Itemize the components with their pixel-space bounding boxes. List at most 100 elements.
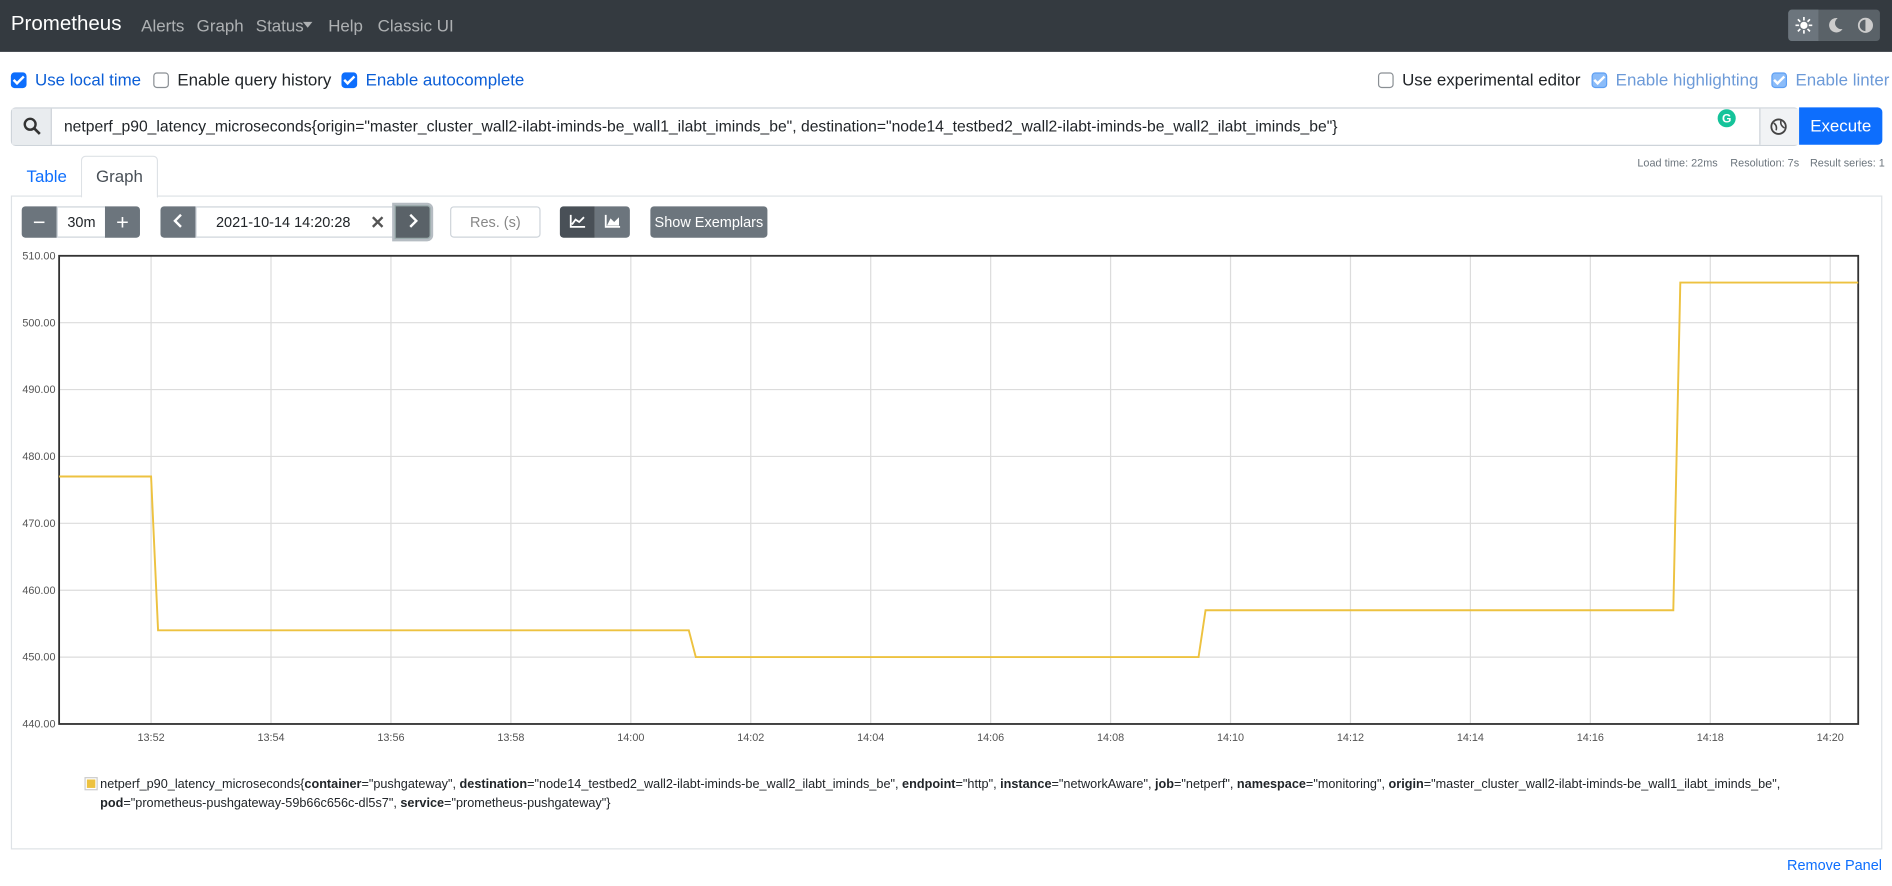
label-text: ="networkAware", xyxy=(1051,777,1156,792)
x-tick-label: 14:02 xyxy=(737,732,764,744)
line-icon xyxy=(569,214,586,228)
option[interactable]: Enable query history xyxy=(153,69,331,91)
search-icon xyxy=(23,117,41,135)
nav-link[interactable]: Help xyxy=(328,15,363,35)
x-tick-label: 14:14 xyxy=(1457,732,1484,744)
stacked-chart-button[interactable] xyxy=(594,206,630,238)
auto-icon[interactable] xyxy=(1857,17,1874,34)
resolution-input[interactable]: Res. (s) xyxy=(450,206,541,238)
x-tick-label: 13:56 xyxy=(377,732,404,744)
end-time-input[interactable]: 2021-10-14 14:20:28 xyxy=(195,206,396,238)
y-tick-label: 500.00 xyxy=(22,317,55,329)
execute-button[interactable]: Execute xyxy=(1799,107,1883,145)
label-key: destination xyxy=(459,777,528,792)
option[interactable]: Enable autocomplete xyxy=(341,69,524,91)
globe-icon xyxy=(1770,118,1787,135)
series-line xyxy=(59,281,1859,659)
label-text: ="node14_testbed2_wall2-ilabt-iminds-be_… xyxy=(527,777,903,792)
checkbox[interactable] xyxy=(1377,72,1394,89)
label-text: ="http", xyxy=(955,777,1001,792)
option-label[interactable]: Use local time xyxy=(34,69,142,90)
next-time[interactable] xyxy=(394,205,431,239)
option[interactable]: Enable linter xyxy=(1771,69,1889,91)
query-input[interactable]: netperf_p90_latency_microseconds{origin=… xyxy=(63,117,1338,136)
y-tick-label: 510.00 xyxy=(22,250,55,262)
label-text: ="monitoring", xyxy=(1305,777,1389,792)
x-tick-label: 14:12 xyxy=(1337,732,1364,744)
increase-range[interactable]: + xyxy=(104,206,140,238)
option[interactable]: Use local time xyxy=(10,69,142,91)
brand[interactable]: Prometheus xyxy=(10,12,122,35)
stat: Result series: 1 xyxy=(1809,156,1885,169)
nav-link[interactable]: Status xyxy=(255,15,304,35)
label-text: ="netperf", xyxy=(1174,777,1237,792)
navbar xyxy=(0,0,1892,52)
y-tick-label: 480.00 xyxy=(22,451,55,463)
stat: Load time: 22ms xyxy=(1637,156,1718,169)
x-tick-label: 14:08 xyxy=(1097,732,1124,744)
range-input[interactable]: 30m xyxy=(56,206,107,238)
end-time: 2021-10-14 14:20:28 xyxy=(215,213,351,231)
clear-icon[interactable] xyxy=(371,216,384,228)
checkbox[interactable] xyxy=(1591,72,1608,89)
label-key: container xyxy=(304,777,362,792)
option[interactable]: Enable highlighting xyxy=(1591,69,1759,91)
tab-active[interactable]: Graph xyxy=(80,155,159,198)
panel xyxy=(10,195,1883,850)
legend-entry[interactable]: netperf_p90_latency_microseconds{contain… xyxy=(100,775,1801,814)
legend-swatch xyxy=(86,779,96,788)
area-icon xyxy=(604,214,621,228)
chart: 440.00 450.00 460.00 470.00 480.00 490.00 500.… xyxy=(22,250,1860,744)
option-label[interactable]: Enable autocomplete xyxy=(365,69,525,90)
stat: Resolution: 7s xyxy=(1730,156,1800,169)
option[interactable]: Use experimental editor xyxy=(1377,69,1581,91)
label-key: service xyxy=(400,796,445,811)
checkbox[interactable] xyxy=(10,72,27,89)
option-label[interactable]: Enable linter xyxy=(1795,69,1890,90)
previous-time[interactable] xyxy=(160,206,196,238)
y-tick-label: 440.00 xyxy=(22,719,55,731)
y-tick-label: 490.00 xyxy=(22,384,55,396)
x-tick-label: 14:06 xyxy=(977,732,1004,744)
option-label[interactable]: Enable query history xyxy=(177,69,332,90)
line-chart-button[interactable] xyxy=(559,206,595,238)
chevron-left xyxy=(172,213,182,228)
label-text: ="prometheus-pushgateway-59b66c656c-dl5s… xyxy=(123,796,401,811)
y-tick-label: 460.00 xyxy=(22,585,55,597)
x-tick-label: 14:00 xyxy=(617,732,644,744)
x-tick-label: 14:20 xyxy=(1817,732,1844,744)
checkbox[interactable] xyxy=(153,72,169,89)
decrease-range[interactable]: − xyxy=(21,206,57,238)
y-tick-label: 470.00 xyxy=(22,518,55,530)
tab[interactable]: Table xyxy=(26,166,67,186)
x-tick-label: 13:58 xyxy=(497,732,524,744)
nav-link[interactable]: Alerts xyxy=(141,15,185,35)
option-label[interactable]: Enable highlighting xyxy=(1615,69,1759,90)
metrics-explorer-button[interactable] xyxy=(1759,108,1800,145)
checkbox[interactable] xyxy=(1771,72,1788,89)
svg-text:G: G xyxy=(1722,111,1731,125)
checkbox[interactable] xyxy=(341,72,358,89)
x-tick-label: 14:04 xyxy=(857,732,884,744)
remove-panel-link[interactable]: Remove Panel xyxy=(1787,856,1883,874)
chevron-right xyxy=(409,213,418,228)
x-tick-label: 13:52 xyxy=(138,732,165,744)
x-tick-label: 14:16 xyxy=(1577,732,1604,744)
show-exemplars-button[interactable]: Show Exemplars xyxy=(650,206,768,238)
option-label[interactable]: Use experimental editor xyxy=(1402,69,1581,90)
plot-border xyxy=(58,254,1860,725)
label-key: namespace xyxy=(1236,777,1306,792)
nav-link[interactable]: Graph xyxy=(196,15,244,35)
label-text: ="pushgateway", xyxy=(361,777,460,792)
legend-swatch-frame xyxy=(84,777,98,791)
x-tick-label: 13:54 xyxy=(257,732,284,744)
label-key: pod xyxy=(100,796,124,811)
dropdown-caret xyxy=(302,21,313,28)
nav-link[interactable]: Classic UI xyxy=(377,15,454,35)
label-key: endpoint xyxy=(902,777,956,792)
x-tick-label: 14:10 xyxy=(1217,732,1244,744)
y-tick-label: 450.00 xyxy=(22,652,55,664)
moon-icon[interactable] xyxy=(1827,17,1844,34)
